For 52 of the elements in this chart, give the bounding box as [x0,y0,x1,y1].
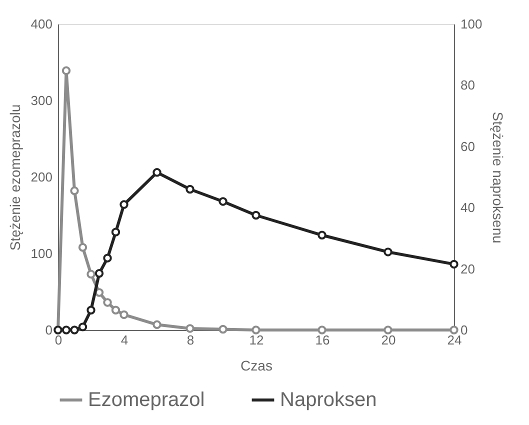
point [70,186,79,196]
y-tick-label: 300 [30,93,52,108]
point [384,326,392,334]
x-tick-label: 12 [249,332,264,348]
point [252,210,260,220]
x-tick-label: 24 [447,332,462,348]
point [86,270,96,278]
point [103,298,112,307]
point [450,326,458,334]
x-tick-label: 20 [381,332,396,348]
x-tick-label: 16 [315,332,330,348]
x-tick-label: 8 [186,332,194,348]
point [152,168,162,177]
y2-tick-label: 40 [460,200,475,216]
point [111,306,120,314]
point [218,324,228,334]
x-tick-label: 4 [120,332,128,348]
y-tick-label: 100 [30,246,52,261]
y2-tick-label: 100 [460,16,482,32]
point [120,310,128,320]
point [186,324,194,333]
point [186,184,194,194]
x-axis-title: Czas [240,358,272,374]
y-axis-title: Stężenie ezomeprazolu [6,104,23,251]
x-tick-label: 0 [54,332,62,348]
point [252,326,260,334]
legend-label: Naproksen [280,389,377,411]
point [86,306,96,314]
point [318,230,326,240]
point [152,320,162,329]
y2-axis-title: Stężenie naproksenu [490,112,506,244]
point [62,326,71,334]
y2-tick-label: 80 [460,78,475,93]
point [78,243,88,252]
point [94,269,104,278]
point [103,254,112,262]
y-tick-label: 400 [30,16,52,32]
y2-tick-label: 60 [460,138,475,154]
y2-tick-label: 20 [460,261,475,276]
y-tick-label: 0 [45,322,52,338]
point [450,260,458,269]
point [318,326,326,334]
point [111,228,120,236]
legend-label: Ezomeprazol [88,389,205,411]
point [70,326,79,334]
point [120,200,128,209]
y2-tick-label: 0 [460,322,468,338]
point [384,248,392,256]
point [62,66,71,76]
y-tick-label: 200 [30,170,52,184]
point [78,322,88,332]
point [218,197,228,206]
